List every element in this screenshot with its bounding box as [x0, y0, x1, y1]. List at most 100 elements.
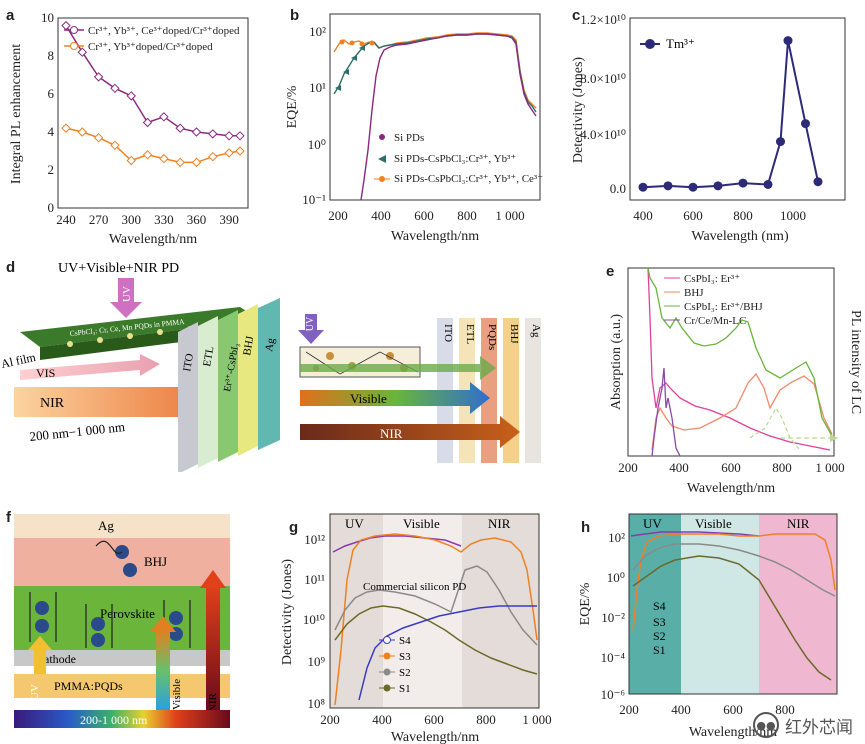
panel-b-chart: b 10² 10¹ 10⁰ 10⁻¹ 200 400 600 800 1 000… — [285, 7, 543, 244]
al-film-label: Al film — [0, 350, 38, 371]
legend: CsPbI₃: Er³⁺ BHJ CsPbI₃: Er³⁺/BHJ Cr/Ce/… — [664, 273, 763, 327]
x-tick-label: 1 000 — [495, 208, 524, 223]
layer-ag — [14, 514, 230, 538]
plot-frame — [629, 17, 846, 201]
data-point — [175, 123, 185, 133]
x-tick-label: 600 — [414, 208, 434, 223]
data-point — [93, 72, 104, 82]
data-point — [813, 177, 823, 187]
data-point — [110, 83, 120, 94]
legend-entry: S4 — [399, 635, 411, 647]
panel-a-chart: a 0 2 4 6 8 10 240 270 300 330 360 390 Wavelength/n… — [6, 7, 249, 247]
data-point — [126, 155, 136, 166]
x-tick-label: 330 — [154, 212, 174, 227]
legend-entry: S4 — [653, 599, 666, 613]
data-point — [783, 36, 793, 46]
panel-g-chart: g UV Visible NIR Commercial silicon PD 1… — [280, 513, 552, 744]
data-point — [191, 157, 202, 168]
legend-entry: S1 — [653, 643, 666, 657]
panel-f-diagram: f Ag BHJ Perovskite Cathode PMMA:PQDs UV… — [6, 509, 230, 728]
series-s3 — [632, 533, 836, 631]
plot-frame — [329, 513, 540, 709]
data-point — [159, 112, 169, 122]
x-tick-label: 270 — [89, 212, 109, 227]
pqd-film — [20, 307, 260, 347]
diagram-title: UV+Visible+NIR PD — [58, 261, 179, 276]
series-lc-pl — [749, 406, 801, 451]
y-tick-label: 10⁹ — [307, 654, 325, 669]
watermark-text: 红外芯闻 — [785, 717, 853, 738]
panel-label-d: d — [6, 259, 15, 276]
y-tick-label: 1.2×10¹⁰ — [580, 12, 626, 27]
legend-entry: CsPbI₃: Er³⁺ — [684, 273, 740, 285]
data-point — [351, 55, 357, 61]
data-point — [738, 178, 748, 188]
data-point — [359, 41, 365, 47]
annotation-commercial: Commercial silicon PD — [363, 581, 466, 593]
data-point — [142, 117, 153, 128]
legend: Tm³⁺ — [640, 36, 695, 51]
series-er — [647, 267, 831, 451]
x-tick-label: 800 — [457, 208, 477, 223]
panel-d-diagram: d UV+Visible+NIR PD UV CsPbCl₃: Cr, Ce, … — [0, 259, 542, 472]
y-tick-label: 10¹² — [304, 532, 325, 547]
y-tick-label: 0.0 — [610, 181, 626, 196]
x-tick-label: 300 — [122, 212, 142, 227]
x-tick-label: 400 — [371, 208, 391, 223]
series-lc — [651, 367, 681, 457]
region-uv-label: UV — [345, 516, 364, 531]
data-point — [77, 127, 88, 137]
region-nir — [759, 514, 837, 694]
data-point — [61, 123, 71, 133]
data-point — [339, 39, 345, 45]
uv-arrow — [110, 278, 142, 318]
y-tick-label: 8.0×10¹⁰ — [580, 71, 626, 86]
x-tick-label: 1000 — [780, 208, 806, 223]
x-axis-label: Wavelength/nm — [687, 481, 775, 496]
nir-label: NIR — [40, 396, 65, 411]
y-axis-label: Detectivity (Jones) — [280, 559, 295, 665]
plot-frame — [627, 267, 835, 457]
panel-label-f: f — [6, 509, 12, 526]
layer-bhj-label: BHJ — [144, 554, 167, 569]
data-point — [191, 127, 202, 137]
x-tick-label: 400 — [633, 208, 653, 223]
x-tick-label: 240 — [56, 212, 76, 227]
data-point — [801, 119, 810, 129]
x-tick-label: 600 — [683, 208, 703, 223]
data-point — [713, 181, 723, 191]
x-tick-label: 1 000 — [522, 712, 551, 727]
data-point — [208, 151, 218, 162]
legend-entry: Cr³⁺, Yb³⁺, Ce³⁺doped/Cr³⁺doped — [88, 25, 240, 37]
series-line — [642, 40, 819, 189]
data-point — [142, 150, 153, 160]
panel-c-chart: c 0.0 4.0×10¹⁰ 8.0×10¹⁰ 1.2×10¹⁰ 400 600… — [571, 7, 846, 244]
x-tick-label: 200 — [328, 208, 348, 223]
vis-label: VIS — [36, 366, 55, 380]
nir-label: NIR — [207, 692, 219, 712]
charge-carriers — [35, 545, 183, 647]
series-s4 — [332, 535, 462, 553]
plot-frame — [57, 17, 249, 209]
y-tick-label: 10¹⁰ — [303, 612, 325, 627]
data-point — [369, 40, 375, 46]
y-tick-label: 2 — [48, 162, 55, 177]
pqd-film-2 — [299, 346, 421, 378]
data-point — [688, 182, 698, 192]
visible-arrow — [156, 630, 170, 710]
data-point — [61, 20, 71, 31]
col-ag — [525, 318, 541, 463]
data-point — [93, 132, 104, 143]
y-tick-label: 10² — [309, 24, 326, 39]
col-pqds-label: PQDs — [486, 324, 498, 350]
layer-ag: Ag — [263, 337, 277, 353]
col-ito-label: ITO — [442, 324, 454, 342]
x-axis-label: Wavelength/nm — [109, 232, 197, 247]
legend-entry: S1 — [399, 683, 411, 695]
x-tick-label: 600 — [723, 702, 743, 717]
x-tick-label: 200 — [618, 460, 638, 475]
watermark: ●● 红外芯闻 — [753, 712, 853, 738]
legend-entry: BHJ — [684, 287, 704, 299]
data-point — [343, 69, 349, 75]
panel-label-c: c — [572, 7, 580, 24]
